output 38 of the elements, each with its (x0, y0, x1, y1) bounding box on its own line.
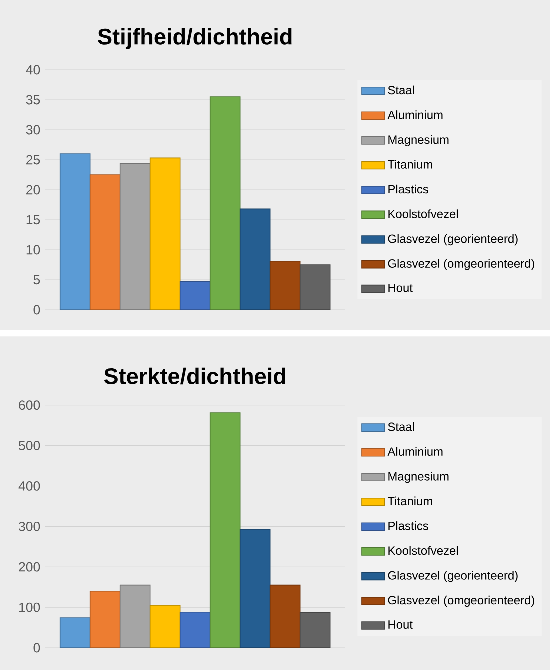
bar (150, 158, 181, 310)
legend-label: Glasvezel (georienteerd) (388, 571, 518, 582)
legend-label: Titanium (388, 160, 432, 169)
legend-label: Aluminium (388, 110, 443, 120)
y-tick-label: 5 (34, 275, 40, 285)
legend-label: Koolstofvezel (388, 546, 458, 556)
legend-label: Hout (388, 284, 413, 292)
legend-label: Glasvezel (omgeorienteerd) (388, 596, 534, 608)
y-tick-label: 0 (34, 643, 40, 653)
y-tick-label: 500 (19, 441, 40, 450)
legend-label: Staal (388, 422, 414, 432)
legend-label: Plastics (388, 522, 428, 530)
legend-label: Staal (388, 86, 414, 95)
y-tick-label: 35 (26, 95, 40, 105)
legend-label: Aluminium (388, 447, 443, 456)
y-tick-label: 15 (26, 215, 40, 225)
y-tick-label: 10 (26, 245, 40, 255)
y-tick-label: 25 (26, 155, 40, 165)
legend-label: Titanium (388, 496, 432, 506)
y-tick-label: 100 (20, 602, 40, 612)
legend-label: Koolstofvezel (388, 210, 458, 218)
y-tick-label: 20 (26, 185, 40, 195)
bar (210, 96, 241, 310)
legend-label: Magnesium (388, 472, 449, 484)
y-tick-label: 600 (19, 400, 40, 410)
y-tick-label: 300 (18, 522, 40, 532)
legend-label: Magnesium (388, 135, 449, 146)
legend-label: Glasvezel (georienteerd) (388, 234, 518, 246)
legend-label: Plastics (388, 184, 428, 194)
y-tick-label: 30 (26, 125, 40, 135)
legend-label: Glasvezel (omgeorienteerd) (388, 259, 534, 270)
y-tick-label: 40 (26, 65, 40, 75)
y-tick-label: 0 (34, 305, 40, 315)
y-tick-label: 400 (18, 482, 40, 491)
chart-title: Sterkte/dichtheid (104, 368, 286, 385)
chart-title: Stijfheid/dichtheid (98, 28, 292, 50)
legend-label: Hout (388, 620, 413, 629)
y-tick-label: 200 (19, 562, 40, 572)
